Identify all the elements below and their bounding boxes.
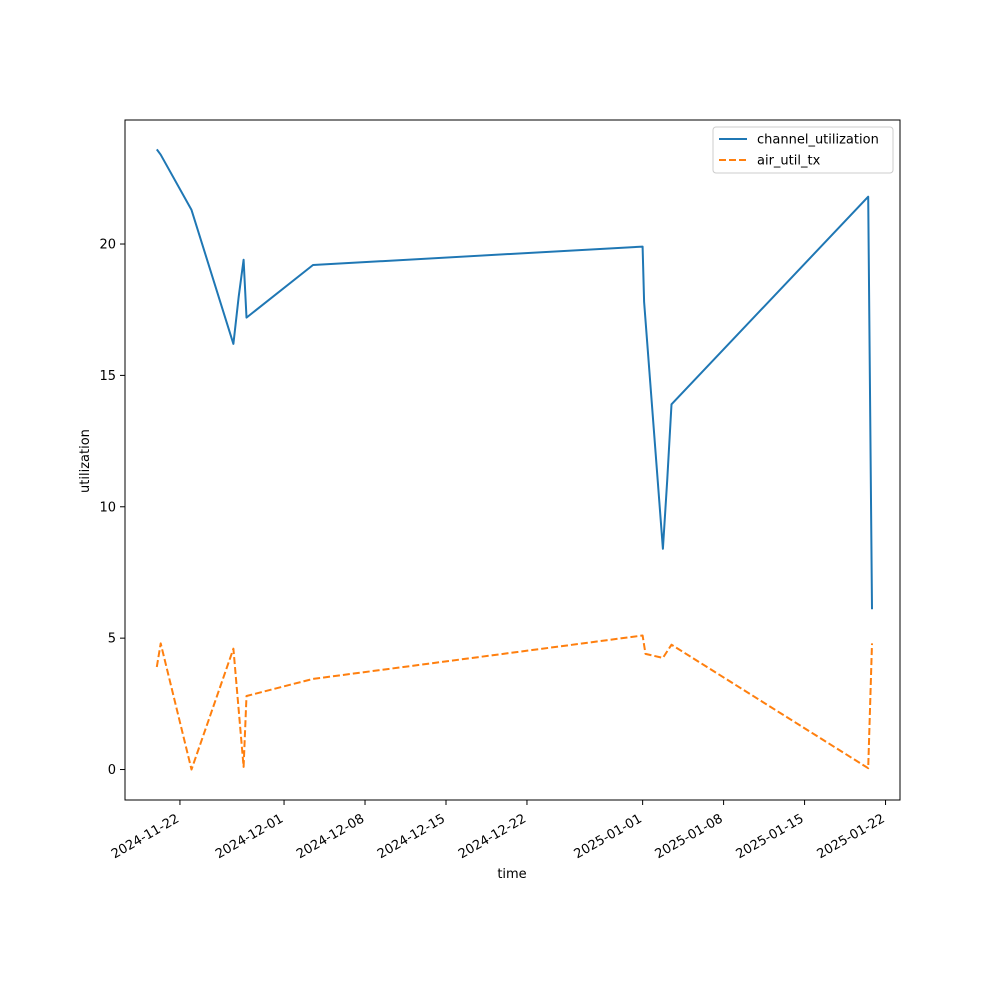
legend-label: air_util_tx [757, 154, 821, 169]
x-axis-label: time [497, 867, 526, 882]
y-tick-label: 0 [108, 763, 116, 778]
series-layer [155, 148, 873, 771]
y-tick-label: 5 [108, 632, 116, 647]
series-line-channel-utilization [155, 148, 873, 610]
plot-frame [124, 119, 901, 801]
y-tick-label: 15 [99, 369, 116, 384]
legend: channel_utilization air_util_tx [712, 126, 894, 174]
legend-label: channel_utilization [757, 133, 879, 148]
y-tick-label: 10 [99, 500, 116, 515]
y-axis-label: utilization [78, 429, 93, 493]
y-axis-ticks: 0 5 10 15 20 [99, 238, 125, 778]
series-line-air-util-tx [155, 634, 873, 771]
legend-box [712, 126, 894, 174]
y-tick-label: 20 [99, 238, 116, 253]
